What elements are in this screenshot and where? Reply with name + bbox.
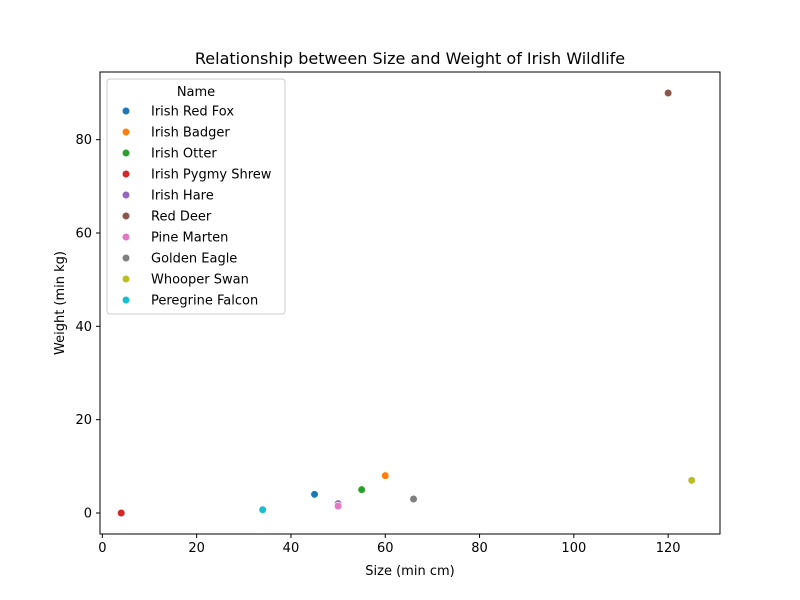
legend-marker — [121, 148, 131, 158]
data-point — [333, 501, 343, 511]
x-tick-label: 120 — [656, 541, 681, 556]
data-point — [258, 505, 267, 514]
data-point — [357, 485, 366, 494]
legend-marker — [121, 127, 131, 137]
legend: Name Irish Red Fox Irish Badger Irish Otte… — [106, 78, 286, 315]
legend-title: Name — [177, 85, 215, 100]
legend-label: Golden Eagle — [151, 252, 237, 267]
legend-label: Irish Otter — [151, 147, 217, 162]
data-point — [664, 88, 673, 98]
legend-marker — [121, 169, 131, 179]
legend-marker — [121, 295, 131, 305]
legend-label: Whooper Swan — [151, 273, 249, 288]
legend-items: Irish Red Fox Irish Badger Irish Otter Iris… — [121, 105, 272, 309]
legend-label: Red Deer — [151, 210, 212, 225]
x-tick-label: 100 — [561, 541, 586, 556]
legend-label: Irish Badger — [151, 126, 230, 141]
x-tick-label: 80 — [471, 541, 488, 556]
x-tick-label: 20 — [188, 541, 205, 556]
data-point — [117, 508, 126, 518]
legend-label: Irish Hare — [151, 189, 214, 204]
chart-title: Relationship between Size and Weight of … — [195, 49, 625, 68]
y-tick-label: 0 — [84, 507, 92, 522]
legend-marker — [121, 190, 131, 200]
y-tick-label: 20 — [75, 413, 92, 428]
legend-label: Peregrine Falcon — [151, 294, 258, 309]
plot-area — [117, 88, 696, 518]
legend-marker — [121, 106, 131, 116]
plot-frame — [99, 71, 721, 535]
data-point — [310, 490, 319, 499]
legend-marker — [121, 211, 131, 221]
data-point — [381, 471, 390, 480]
legend-marker — [121, 253, 131, 263]
legend-label: Pine Marten — [151, 231, 228, 246]
y-axis: 0 20 40 60 80 — [75, 133, 100, 522]
legend-marker — [121, 232, 131, 242]
legend-box — [106, 78, 286, 315]
x-tick-label: 60 — [377, 541, 394, 556]
y-axis-label: Weight (min kg) — [53, 251, 68, 355]
legend-label: Irish Red Fox — [151, 105, 234, 120]
x-tick-label: 0 — [98, 541, 106, 556]
data-point — [409, 494, 418, 504]
x-axis: 0 20 40 60 80 100 120 — [98, 534, 681, 556]
y-tick-label: 60 — [75, 227, 92, 242]
data-point — [687, 476, 696, 485]
x-tick-label: 40 — [283, 541, 300, 556]
legend-label: Irish Pygmy Shrew — [151, 168, 272, 183]
y-tick-label: 80 — [75, 133, 92, 148]
y-tick-label: 40 — [75, 320, 92, 335]
x-axis-label: Size (min cm) — [365, 564, 454, 579]
legend-marker — [121, 274, 131, 284]
